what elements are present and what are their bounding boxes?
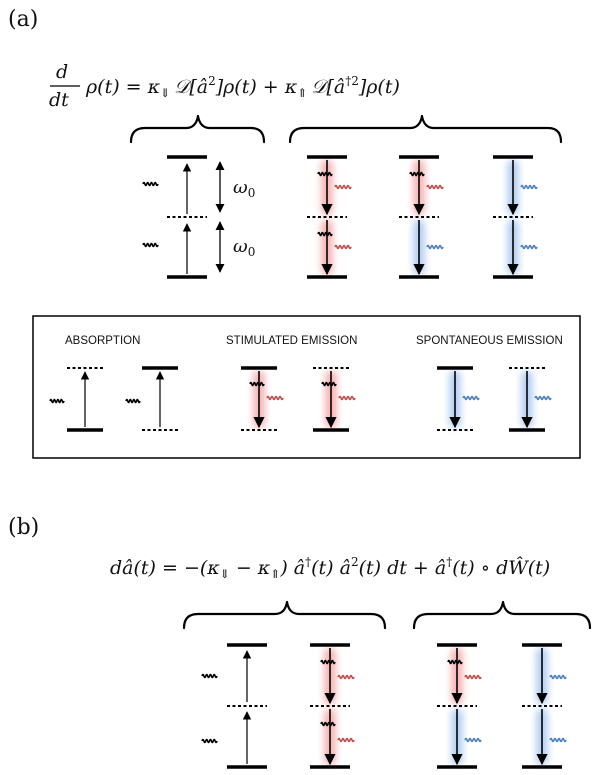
b-abs-photon-in-upper-icon: [201, 673, 218, 679]
eq-b-dag-1: †: [305, 555, 311, 569]
legend-spontaneous-title: SPONTANEOUS EMISSION: [416, 335, 563, 347]
a-spont-spont-photon-out-lower-icon: [520, 244, 538, 250]
leg-stim1-photon-in-icon: [249, 381, 265, 387]
eq-b-dag-2: †: [446, 555, 452, 569]
a-abs-photon-in-upper-icon: [142, 181, 159, 187]
b-spont-spont-photon-out-lower-icon: [549, 737, 567, 743]
b-stim-stim-photon-in-lower-icon: [320, 721, 336, 727]
b-stim-stim-photon-out-upper-icon: [337, 674, 355, 680]
legend-absorption-title: ABSORPTION: [65, 335, 140, 347]
panel-b-label: (b): [8, 515, 39, 540]
b-stim-spont-photon-out-lower-icon: [464, 737, 482, 743]
eq-a-sup-2: †2: [345, 74, 359, 88]
a-abs-photon-in-lower-icon: [142, 242, 159, 248]
brace-b-right: [412, 600, 592, 630]
leg-abs1-photon-icon: [49, 398, 65, 404]
a-stim-stim-photon-in-upper-icon: [317, 171, 333, 177]
eq-a-sup-1: 2: [208, 74, 216, 88]
b-stim-spont-photon-in-upper-icon: [447, 659, 463, 665]
a-stim-spont-photon-out-upper-icon: [426, 184, 444, 190]
eq-a-part-rho: ρ(t) = κ: [85, 76, 161, 98]
omega-bottom-sub: 0: [248, 245, 256, 259]
eq-a-part-mid: ]ρ(t) + κ: [215, 76, 298, 98]
eq-b: dâ(t) = −(κ⇓ − κ⇑) â†(t) â2(t) dt + â†(t…: [110, 555, 550, 581]
omega-label-top: ω0: [233, 177, 255, 200]
symbols-legend: [49, 366, 552, 432]
eq-b-part-3: ) â: [279, 557, 305, 579]
eq-a-part-d1: 𝒟[â: [174, 76, 208, 98]
eq-a-lhs-den: dt: [49, 89, 69, 111]
brace-a-right: [288, 114, 563, 144]
eq-a-sub-up: ⇑: [297, 86, 307, 100]
eq-a-rhs: ρ(t) = κ⇓ 𝒟[â2]ρ(t) + κ⇑ 𝒟[â†2]ρ(t): [85, 74, 400, 100]
omega-bottom-symbol: ω: [233, 236, 248, 257]
omega-label-bottom: ω0: [233, 236, 255, 259]
leg-spont1-photon-out-icon: [462, 395, 480, 401]
a-stim-stim-photon-in-lower-icon: [317, 231, 333, 237]
eq-a-part-end: ]ρ(t): [358, 76, 400, 98]
panel-a-label: (a): [8, 7, 38, 32]
leg-stim1-photon-out-icon: [266, 395, 284, 401]
eq-b-part-1: dâ(t) = −(κ: [110, 557, 220, 579]
brace-a-left: [129, 114, 266, 144]
b-abs-photon-in-lower-icon: [201, 738, 218, 744]
leg-abs2-photon-icon: [125, 398, 141, 404]
a-stim-spont-photon-in-upper-icon: [409, 171, 425, 177]
eq-b-part-2: − κ: [230, 557, 271, 579]
legend-box: [32, 315, 581, 459]
eq-b-part-4: (t) â: [311, 557, 351, 579]
symbols-panel-b: [201, 643, 567, 769]
b-spont-spont-photon-out-upper-icon: [549, 674, 567, 680]
leg-stim2-photon-in-icon: [321, 381, 337, 387]
panel-a-equation: d dt ρ(t) = κ⇓ 𝒟[â2]ρ(t) + κ⇑ 𝒟[â†2]ρ(t): [49, 61, 400, 111]
a-stim-spont-photon-out-lower-icon: [426, 244, 444, 250]
omega-top-sub: 0: [248, 186, 256, 200]
eq-a-lhs-num: d: [56, 61, 68, 83]
legend-stimulated-title: STIMULATED EMISSION: [226, 335, 357, 347]
a-spont-spont-photon-out-upper-icon: [520, 184, 538, 190]
eq-b-part-5: (t) dt + â: [359, 557, 447, 579]
brace-b-left: [182, 600, 387, 630]
b-stim-stim-photon-out-lower-icon: [337, 737, 355, 743]
b-stim-spont-photon-out-upper-icon: [464, 674, 482, 680]
eq-b-sub-down: ⇓: [220, 567, 230, 581]
eq-a-sub-down: ⇓: [160, 86, 170, 100]
eq-b-sub-up: ⇑: [270, 567, 280, 581]
eq-b-sup-sq: 2: [351, 555, 359, 569]
a-stim-stim-photon-out-lower-icon: [334, 244, 352, 250]
a-stim-stim-photon-out-upper-icon: [334, 184, 352, 190]
leg-stim2-photon-out-icon: [338, 395, 356, 401]
eq-b-part-6: (t) ∘ dŴ(t): [452, 556, 550, 579]
symbols-panel-a: [142, 155, 538, 279]
omega-top-symbol: ω: [233, 177, 248, 198]
leg-spont2-photon-out-icon: [534, 395, 552, 401]
panel-b-equation: dâ(t) = −(κ⇓ − κ⇑) â†(t) â2(t) dt + â†(t…: [110, 555, 550, 581]
eq-a-part-d2: 𝒟[â: [311, 76, 345, 98]
b-stim-stim-photon-in-upper-icon: [320, 659, 336, 665]
